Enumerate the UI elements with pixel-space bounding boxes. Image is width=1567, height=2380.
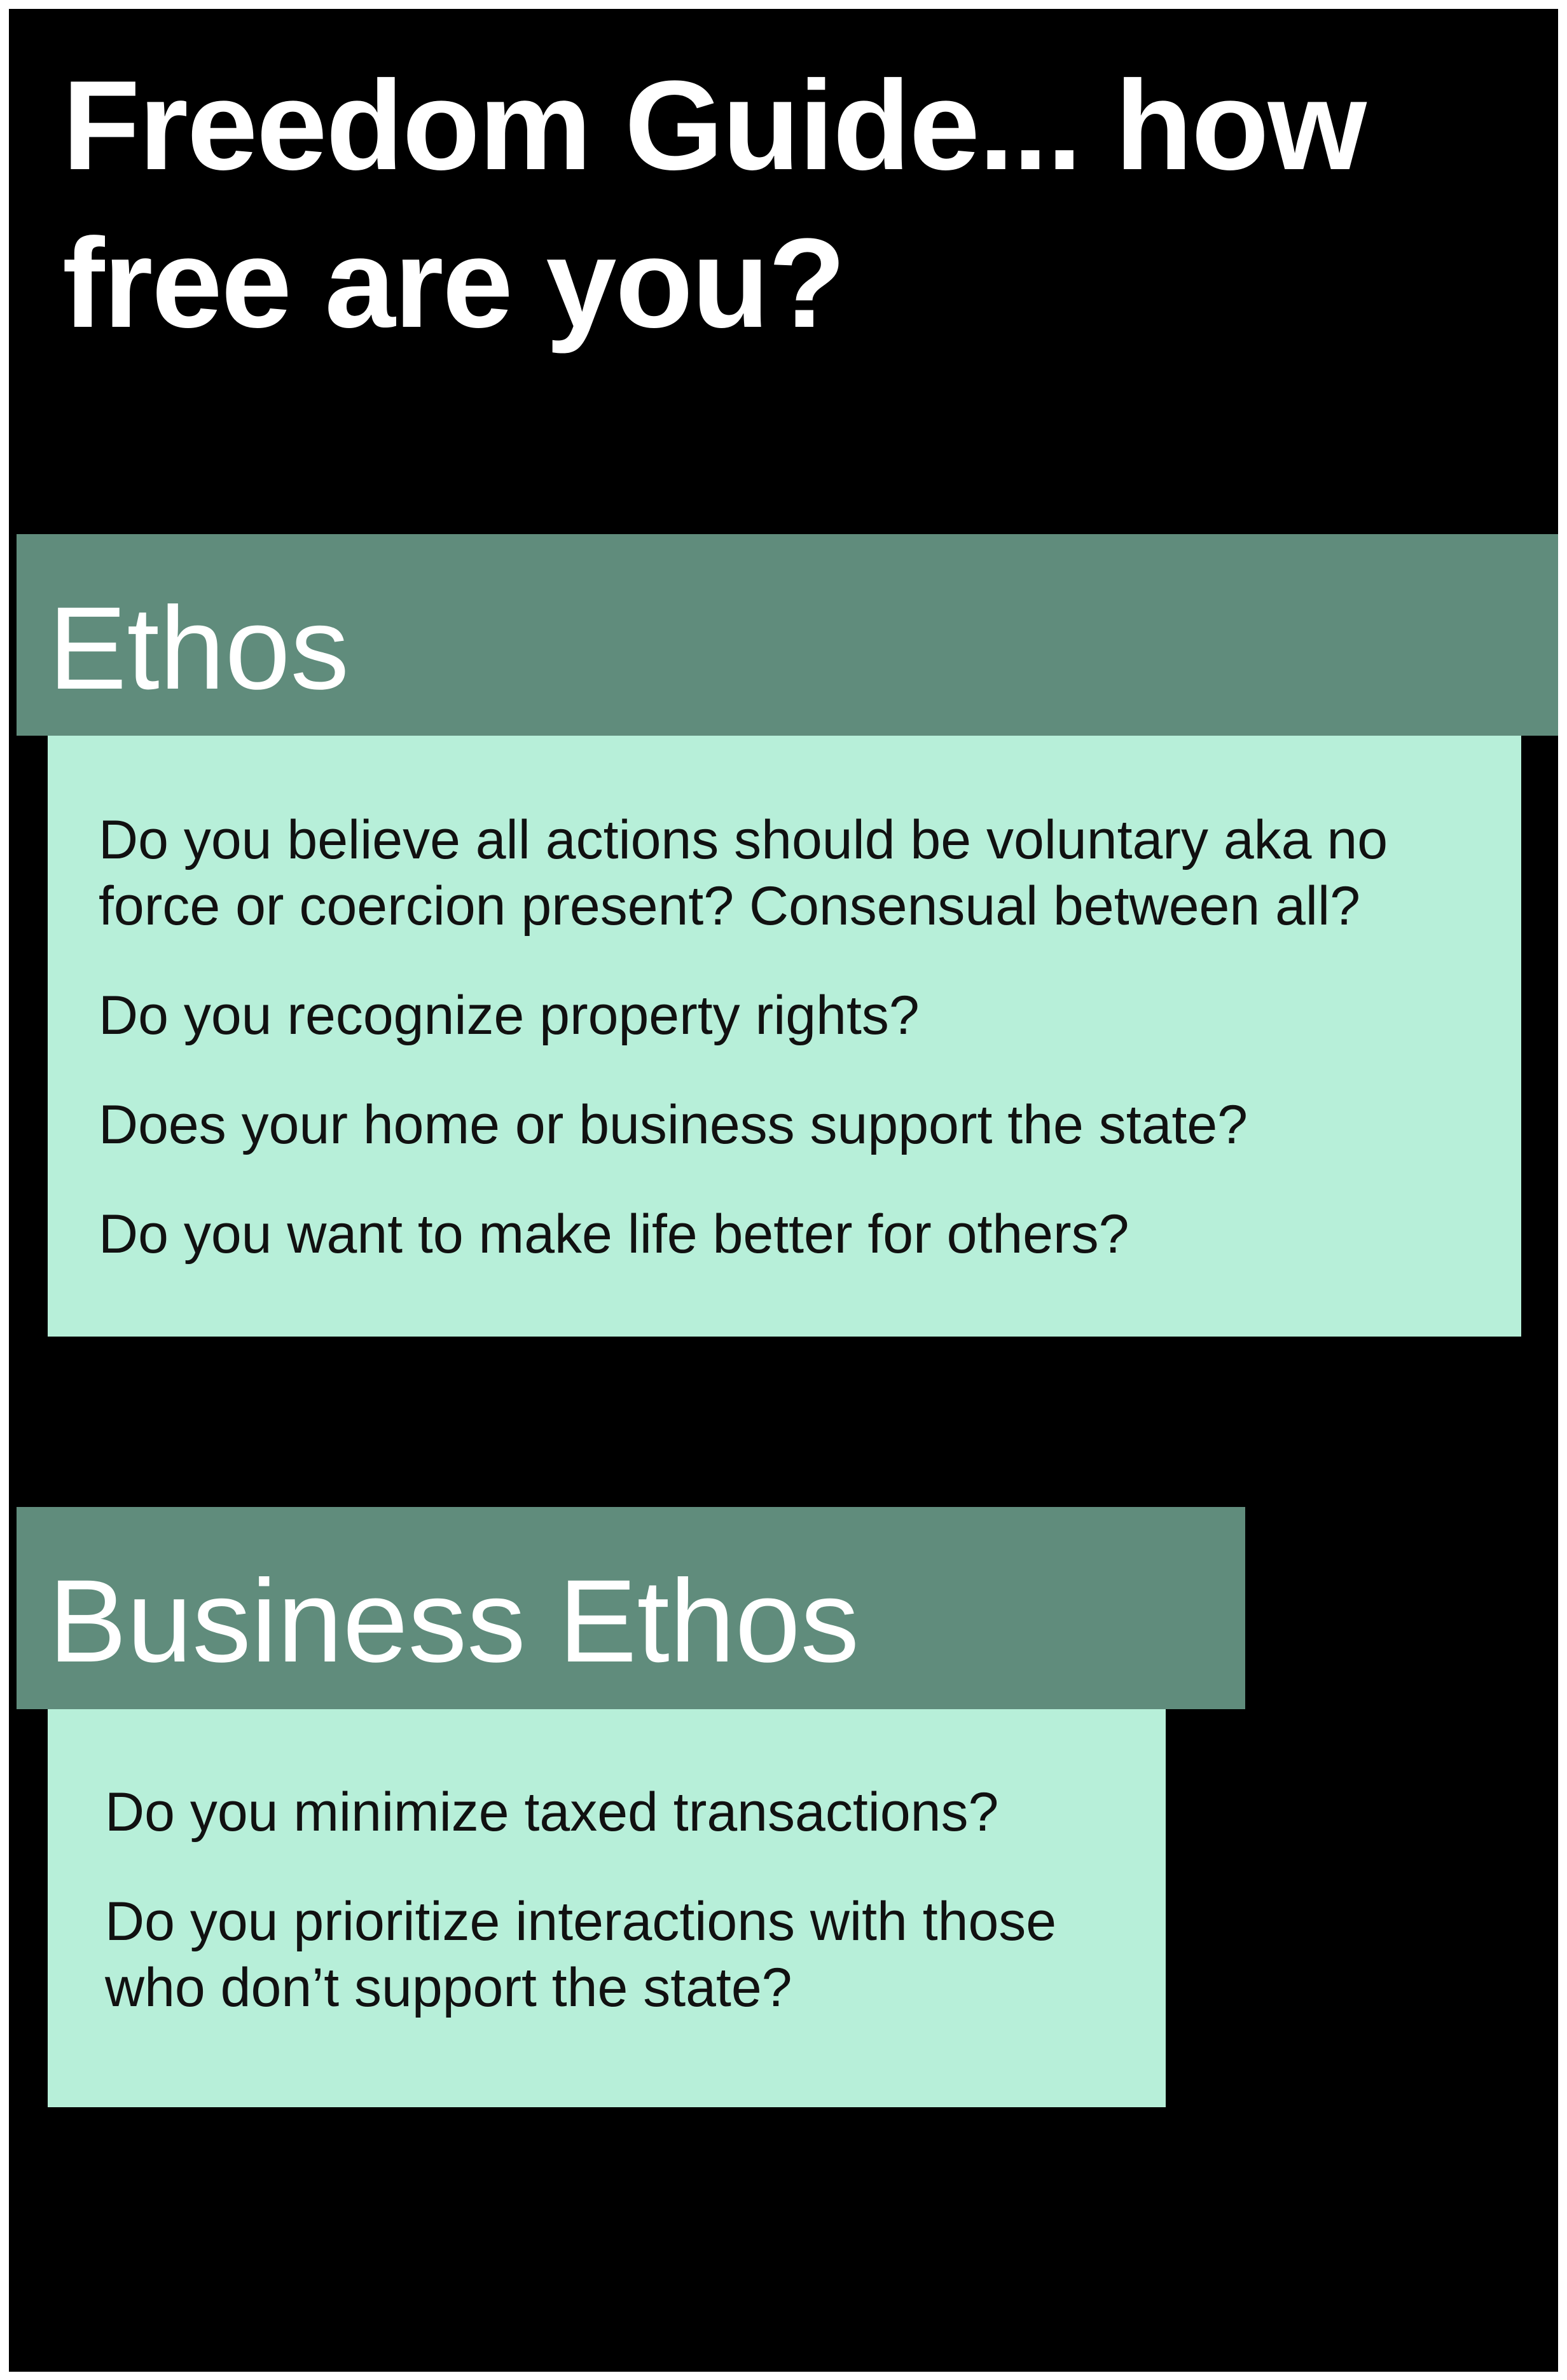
ethos-question-support-state: Does your home or business support the s… bbox=[99, 1094, 1248, 1155]
poster: Freedom Guide... how free are you? Ethos… bbox=[9, 9, 1558, 2372]
business-question-taxed-transactions: Do you minimize taxed transactions? bbox=[105, 1782, 999, 1843]
ethos-question-property-rights: Do you recognize property rights? bbox=[99, 985, 920, 1046]
page-title: Freedom Guide... how free are you? bbox=[62, 55, 1367, 354]
business-ethos-heading: Business Ethos bbox=[48, 1556, 860, 1687]
business-question-prioritize-interactions: Do you prioritize interactions with thos… bbox=[105, 1891, 1057, 2018]
ethos-header: Ethos bbox=[17, 534, 1558, 736]
ethos-question-life-better: Do you want to make life better for othe… bbox=[99, 1204, 1129, 1265]
ethos-questions-card: Do you believe all actions should be vol… bbox=[48, 736, 1521, 1337]
ethos-question-voluntary: Do you believe all actions should be vol… bbox=[99, 809, 1388, 937]
ethos-heading: Ethos bbox=[48, 583, 350, 714]
business-ethos-header: Business Ethos bbox=[17, 1507, 1245, 1709]
business-ethos-questions-card: Do you minimize taxed transactions? Do y… bbox=[48, 1709, 1166, 2107]
